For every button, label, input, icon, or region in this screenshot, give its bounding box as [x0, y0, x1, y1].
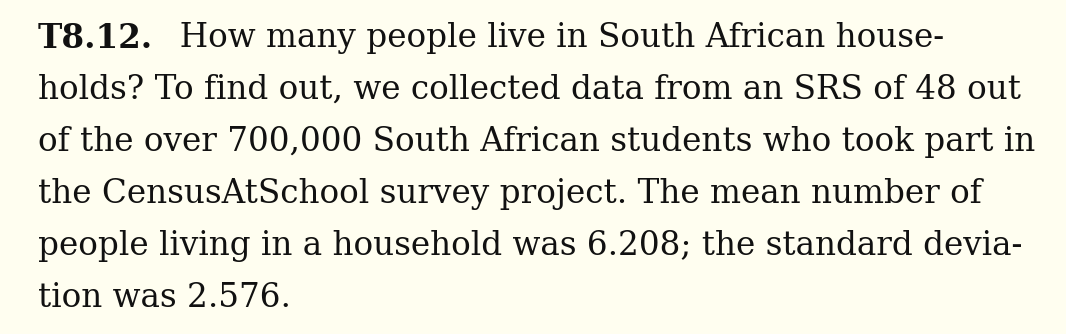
- Text: the CensusAtSchool survey project. The mean number of: the CensusAtSchool survey project. The m…: [38, 178, 982, 210]
- Text: of the over 700,000 South African students who took part in: of the over 700,000 South African studen…: [38, 126, 1035, 158]
- Text: people living in a household was 6.208; the standard devia-: people living in a household was 6.208; …: [38, 230, 1022, 262]
- Text: tion was 2.576.: tion was 2.576.: [38, 282, 291, 314]
- Text: T8.12.: T8.12.: [38, 22, 154, 55]
- Text: How many people live in South African house-: How many people live in South African ho…: [154, 22, 944, 54]
- Text: holds? To find out, we collected data from an SRS of 48 out: holds? To find out, we collected data fr…: [38, 74, 1021, 106]
